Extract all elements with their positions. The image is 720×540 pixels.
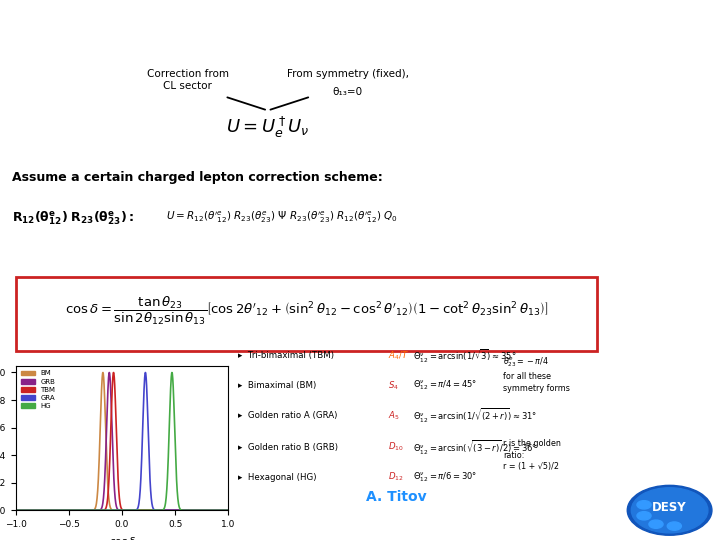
BM <box>99 369 107 376</box>
GRA <box>158 507 166 514</box>
HG <box>12 507 20 514</box>
GRA <box>97 507 106 514</box>
GRB <box>158 507 166 514</box>
BM <box>201 507 210 514</box>
GRA <box>177 507 186 514</box>
TBM <box>109 369 118 376</box>
Text: Sum rule: Sum rule <box>524 295 584 308</box>
GRB <box>105 369 114 376</box>
Line: BM: BM <box>16 373 228 510</box>
Text: $\cos\delta = \dfrac{\tan\theta_{23}}{\sin 2\theta_{12}\sin\theta_{13}}\left[\co: $\cos\delta = \dfrac{\tan\theta_{23}}{\s… <box>65 294 548 327</box>
Text: r is the golden
ratio:
r = (1 + √5)/2: r is the golden ratio: r = (1 + √5)/2 <box>503 439 561 471</box>
TBM <box>97 507 106 514</box>
Text: $\theta^e_{23}=-\pi/4$
for all these
symmetry forms: $\theta^e_{23}=-\pi/4$ for all these sym… <box>503 356 570 393</box>
Text: ▸  Tri-bimaximal (TBM): ▸ Tri-bimaximal (TBM) <box>238 351 333 360</box>
Text: θ₁₃=0: θ₁₃=0 <box>333 87 363 97</box>
Text: Sum rules can
be also derived
for quark sector
and connected
with leptons: Sum rules can be also derived for quark … <box>624 76 713 143</box>
Text: $\mathbf{R_{12}(\theta^e_{12})\ R_{23}(\theta^e_{23}):}$: $\mathbf{R_{12}(\theta^e_{12})\ R_{23}(\… <box>12 210 135 227</box>
Text: ▸  Golden ratio A (GRA): ▸ Golden ratio A (GRA) <box>238 411 337 420</box>
Circle shape <box>667 522 681 530</box>
Text: $\Theta^{\nu}_{12}=\pi/6=30°$: $\Theta^{\nu}_{12}=\pi/6=30°$ <box>413 470 477 484</box>
TBM <box>12 507 20 514</box>
Text: $\Theta^{\nu}_{12}=\pi/4=45°$: $\Theta^{\nu}_{12}=\pi/4=45°$ <box>413 379 477 392</box>
TBM <box>181 507 190 514</box>
HG <box>105 507 114 514</box>
Circle shape <box>637 511 651 520</box>
GRB <box>181 507 190 514</box>
Circle shape <box>627 485 712 535</box>
Text: Correction from
CL sector: Correction from CL sector <box>147 69 229 91</box>
TBM <box>105 467 114 473</box>
BM <box>12 507 20 514</box>
BM <box>105 501 114 508</box>
Text: $D_{12}$: $D_{12}$ <box>388 471 404 483</box>
Text: A. Titov: A. Titov <box>366 490 427 504</box>
GRB <box>105 370 114 376</box>
Text: From symmetry (fixed),: From symmetry (fixed), <box>287 69 409 78</box>
GRA <box>12 507 20 514</box>
Text: Testing (classes of) flavor models by sum rules… δ: Testing (classes of) flavor models by su… <box>13 14 549 33</box>
Line: TBM: TBM <box>16 373 228 510</box>
BM <box>224 507 233 514</box>
Text: $S_4$: $S_4$ <box>388 379 399 392</box>
BM <box>33 507 42 514</box>
Legend: BM, GRB, TBM, GRA, HG: BM, GRB, TBM, GRA, HG <box>19 369 57 410</box>
HG <box>158 507 166 514</box>
Text: $A_5$: $A_5$ <box>388 409 400 422</box>
Text: $\Theta^{\nu}_{12}=\arcsin(1/\sqrt{(2+r)})\approx 31°$: $\Theta^{\nu}_{12}=\arcsin(1/\sqrt{(2+r)… <box>413 407 537 424</box>
Text: $\Theta^{\nu}_{12}=\arcsin(1/\sqrt{3})\approx 35°$: $\Theta^{\nu}_{12}=\arcsin(1/\sqrt{3})\a… <box>413 347 516 364</box>
HG <box>97 507 106 514</box>
Text: $U = U_e^\dagger U_\nu$: $U = U_e^\dagger U_\nu$ <box>226 115 310 140</box>
GRA <box>105 507 114 514</box>
GRB <box>177 507 186 514</box>
Text: ▸  Bimaximal (BM): ▸ Bimaximal (BM) <box>238 381 316 390</box>
TBM <box>212 507 220 514</box>
BM <box>97 382 106 389</box>
TBM <box>177 507 186 514</box>
Circle shape <box>649 520 663 528</box>
BM <box>158 507 166 514</box>
HG <box>181 507 190 514</box>
Text: Walter Winter  |  WIN 2015 |  June 13, 2015  |  Page 13: Walter Winter | WIN 2015 | June 13, 2015… <box>114 522 381 532</box>
TBM <box>224 507 233 514</box>
GRB <box>207 507 216 514</box>
HG <box>33 507 42 514</box>
GRB <box>12 507 20 514</box>
Line: GRB: GRB <box>16 373 228 510</box>
Text: $D_{10}$: $D_{10}$ <box>388 441 404 454</box>
GRA <box>33 507 42 514</box>
HG <box>224 507 233 514</box>
GRB <box>224 507 233 514</box>
BM <box>181 507 190 514</box>
Line: GRA: GRA <box>16 373 228 510</box>
X-axis label: $\cos\delta$: $\cos\delta$ <box>109 535 135 540</box>
FancyBboxPatch shape <box>16 277 597 350</box>
BM <box>177 507 186 514</box>
Text: $A_4/T$: $A_4/T$ <box>388 349 409 362</box>
HG <box>177 507 186 514</box>
Circle shape <box>637 501 651 509</box>
GRA <box>224 507 233 514</box>
HG <box>168 369 176 376</box>
Text: DESY: DESY <box>652 501 687 514</box>
Text: CP: CP <box>539 27 556 40</box>
GRB <box>97 505 106 511</box>
GRB <box>33 507 42 514</box>
Circle shape <box>631 488 708 533</box>
TBM <box>158 507 166 514</box>
Text: ▸  Golden ratio B (GRB): ▸ Golden ratio B (GRB) <box>238 443 338 451</box>
Text: $\Theta^{\nu}_{12}=\arcsin(\sqrt{(3-r)}/2)=36°$: $\Theta^{\nu}_{12}=\arcsin(\sqrt{(3-r)}/… <box>413 438 537 456</box>
Text: M. Tanimoto: M. Tanimoto <box>624 272 705 285</box>
GRA <box>141 369 150 376</box>
Text: $U = R_{12}(\theta'^e_{12})\ R_{23}(\theta^e_{23})\ \Psi\ R_{23}(\theta'^e_{23}): $U = R_{12}(\theta'^e_{12})\ R_{23}(\the… <box>166 210 398 225</box>
TBM <box>33 507 42 514</box>
Line: HG: HG <box>16 373 228 510</box>
Text: ▸  Hexagonal (HG): ▸ Hexagonal (HG) <box>238 472 316 482</box>
Text: Assume a certain charged lepton correction scheme:: Assume a certain charged lepton correcti… <box>12 171 383 184</box>
GRA <box>181 507 190 514</box>
